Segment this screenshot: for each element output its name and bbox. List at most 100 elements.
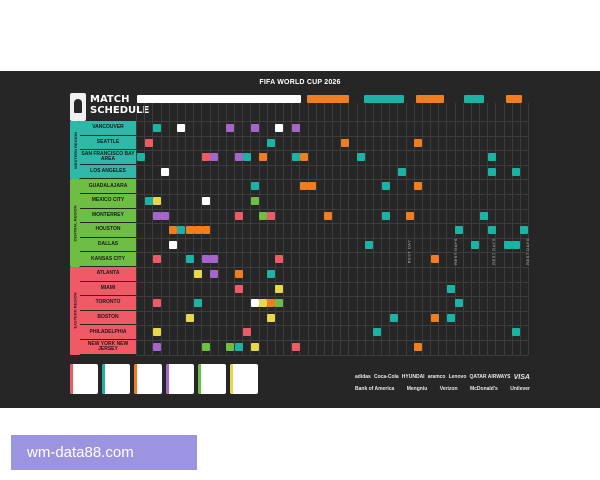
match-cell [414,343,423,351]
schedule-logo: MATCH SCHEDULE [70,93,149,123]
grid-line [152,103,154,355]
grid-line [136,135,528,137]
match-cell [136,153,145,162]
grid-line [136,310,528,312]
grid-line [136,237,528,239]
grid-line [340,103,342,355]
match-cell [471,240,480,249]
city-row: NEW YORK NEW JERSEY [80,340,136,355]
grid-line [528,103,529,355]
match-cell [308,182,316,191]
match-cell [430,313,439,322]
match-cell [234,343,243,351]
grid-line [479,103,480,355]
match-cell [144,138,153,147]
sponsor-mengniu: Mengniu [406,386,428,392]
grid-line [372,103,374,355]
grid-line [266,103,268,355]
match-cell [152,211,161,220]
trophy-icon [70,93,86,121]
match-cell [340,138,349,147]
watermark-banner: wm-data88.com [11,435,197,470]
grid-line [405,103,407,355]
city-row: GUADALAJARA [80,179,136,194]
match-cell [267,299,276,308]
match-cell [185,255,194,264]
grid-line [299,103,301,355]
match-cell [161,167,169,176]
city-row: PHILADELPHIA [80,325,136,340]
grid-line [470,103,472,355]
match-cell [520,226,529,235]
match-cell [201,226,210,235]
city-row: VANCOUVER [80,121,136,136]
grid-line [332,103,333,355]
grid-line [225,103,227,355]
match-cell [152,124,161,132]
match-cell [161,211,169,220]
match-cell [365,240,374,249]
match-cell [201,255,210,264]
match-cell [193,270,202,278]
schedule-grid [136,95,529,356]
grid-line [307,103,309,355]
group-card [134,364,162,394]
match-cell [259,211,267,220]
match-cell [250,343,259,351]
region-label: CENTRAL REGION [72,205,78,242]
grid-line [136,252,528,254]
match-cell [152,197,161,205]
region-central: CENTRAL REGION [70,179,80,267]
group-card [230,364,258,394]
city-row: HOUSTON [80,223,136,238]
match-cell [479,211,488,220]
grid-line [446,103,448,355]
sponsor-qatar-airways: QATAR AIRWAYS [469,374,511,380]
match-cell [177,226,186,235]
grid-line [136,164,528,166]
header-round-32 [307,95,349,103]
grid-line [511,103,513,355]
poster-title: FIFA WORLD CUP 2026 [259,79,341,86]
grid-line [234,103,235,355]
match-cell [389,313,398,322]
watermark-text: wm-data88.com [27,444,134,461]
match-cell [373,328,382,337]
grid-line [136,103,137,355]
match-cell [487,226,496,235]
grid-line [356,103,358,355]
header-semi-finals [464,95,484,103]
group-legend [70,364,265,394]
grid-line [136,267,528,268]
city-row: TORONTO [80,296,136,311]
grid-line [136,296,528,298]
match-cell [250,299,259,308]
grid-line [250,103,252,355]
grid-line [381,103,382,355]
rest-days-label: REST DAYS [524,237,530,265]
match-cell [234,211,243,220]
match-cell [275,124,284,132]
match-cell [406,211,414,220]
rest-days-label: REST DAYS [490,237,496,265]
match-cell [299,182,308,191]
city-row: MEXICO CITY [80,194,136,209]
match-cell [210,153,218,162]
region-eastern: EASTERN REGION [70,267,80,355]
match-cell [144,197,153,205]
grid-line [136,208,528,210]
match-cell [487,153,496,162]
match-cell [446,313,455,322]
city-row: LOS ANGELES [80,164,136,180]
match-cell [226,124,235,132]
match-schedule-poster: FIFA WORLD CUP 2026 MATCH SCHEDULE WESTE… [0,71,600,408]
grid-line [315,103,317,355]
header-final [506,95,522,103]
grid-line [430,103,431,355]
match-cell [414,138,423,147]
sponsor-adidas: adidas [355,374,371,380]
city-row: MIAMI [80,281,136,297]
grid-line [348,103,350,355]
match-cell [267,313,276,322]
match-cell [152,328,161,337]
